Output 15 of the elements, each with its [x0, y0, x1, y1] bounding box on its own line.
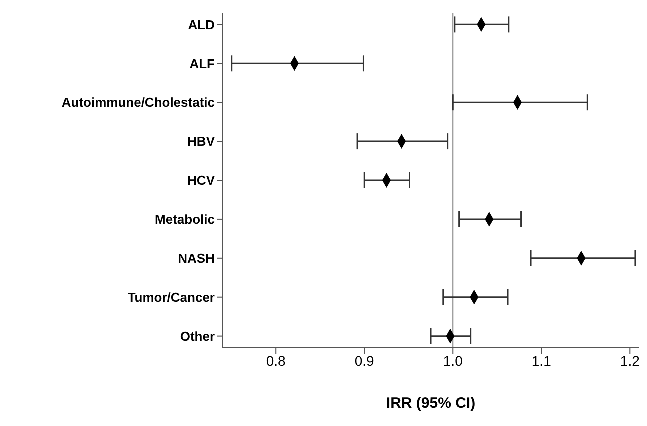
y-tick-label: NASH [178, 251, 215, 266]
y-tick-label: Tumor/Cancer [128, 290, 215, 305]
y-tick-label: ALD [188, 17, 215, 32]
y-tick-label: ALF [190, 56, 216, 72]
y-tick-label: Other [180, 328, 215, 344]
y-tick-label: HCV [188, 173, 216, 188]
y-tick-label: Metabolic [155, 212, 215, 228]
x-axis-title: IRR (95% CI) [386, 395, 476, 412]
y-tick-label: Autoimmune/Cholestatic [62, 95, 215, 110]
x-tick-label: 0.8 [266, 352, 286, 369]
x-tick-label: 1.1 [532, 352, 552, 369]
x-tick-label: 1.0 [443, 352, 464, 369]
y-tick-label: HBV [188, 134, 216, 150]
x-tick-label: 1.2 [620, 352, 640, 369]
x-tick-label: 0.9 [354, 352, 375, 369]
